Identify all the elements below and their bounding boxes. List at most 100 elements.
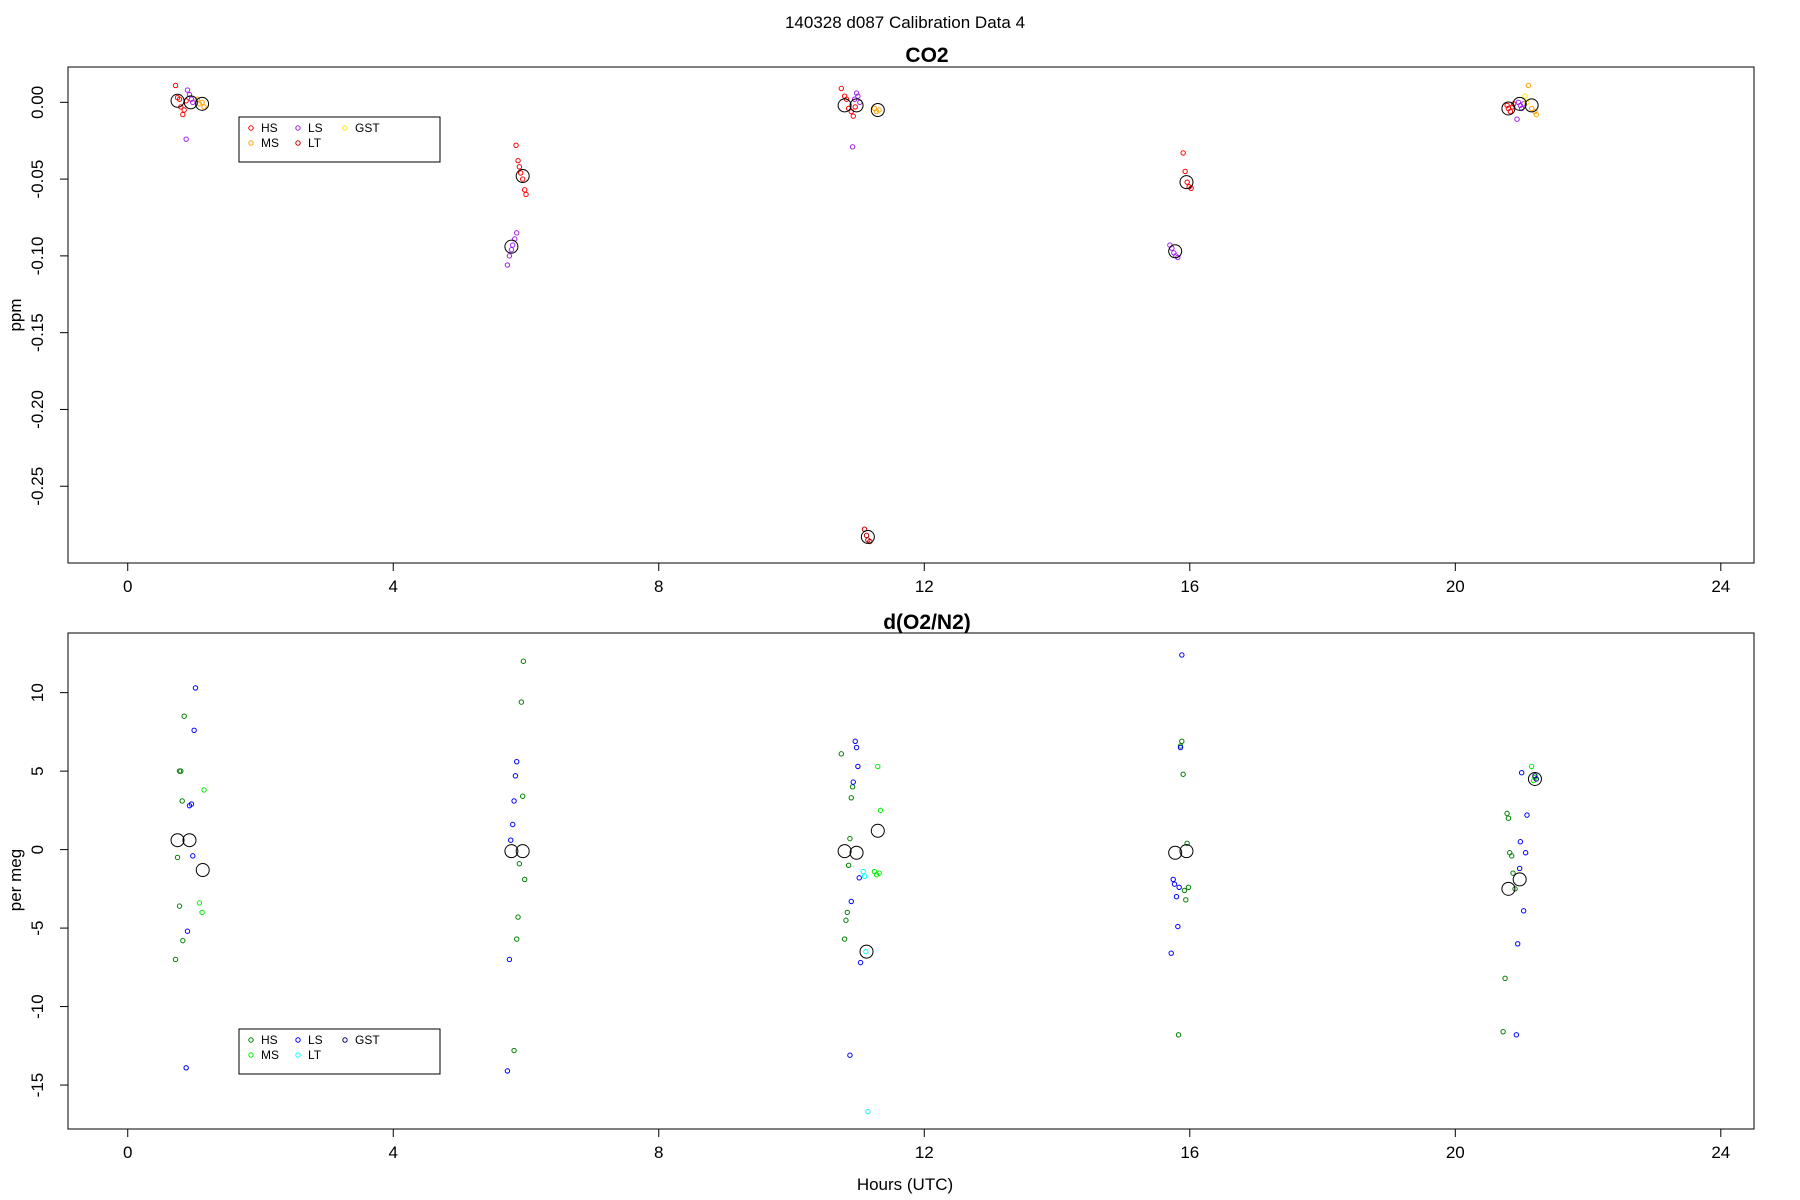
co2-point-hs (1507, 108, 1514, 115)
co2-point-ms (201, 104, 207, 110)
co2-mean-marker (1168, 244, 1183, 259)
o2n2-y-tick-label: -15 (28, 1073, 47, 1098)
co2-legend-marker (295, 125, 301, 131)
o2n2-mean-marker (849, 845, 864, 860)
o2n2-legend-marker (248, 1052, 254, 1058)
co2-point-hs (172, 82, 179, 89)
o2n2-point-hs (1500, 1028, 1506, 1035)
o2n2-point-ls (512, 773, 519, 779)
o2n2-point-hs (178, 768, 184, 774)
co2-legend-label: MS (261, 136, 279, 150)
co2-x-tick-label: 8 (654, 577, 663, 596)
co2-point-ls (855, 93, 861, 99)
co2-mean-marker (860, 529, 875, 544)
co2-y-tick-label: -0.20 (28, 390, 47, 429)
o2n2-y-axis-label: per meg (6, 849, 25, 911)
o2n2-point-ls (1513, 1032, 1520, 1038)
co2-point-hs (519, 176, 526, 182)
o2n2-point-hs (516, 861, 523, 867)
o2n2-x-axis: 0 4 8 12 16 20 24 (123, 1128, 1730, 1162)
o2n2-point-hs (849, 784, 856, 790)
o2n2-point-hs (1502, 975, 1508, 982)
o2n2-point-ls (188, 801, 195, 807)
o2n2-mean-marker (870, 823, 885, 838)
co2-point-ms (873, 108, 880, 115)
o2n2-x-tick-label: 16 (1180, 1143, 1199, 1162)
o2n2-mean-marker (1179, 844, 1194, 859)
o2n2-point-hs (172, 956, 179, 963)
co2-point-ls (1514, 116, 1520, 122)
o2n2-point-ls (190, 853, 196, 859)
o2n2-point-ls (1179, 652, 1185, 658)
o2n2-point-hs (514, 936, 520, 942)
o2n2-y-tick-label: -5 (28, 921, 47, 936)
o2n2-mean-marker (1512, 872, 1527, 887)
o2n2-point-hs (845, 862, 852, 869)
o2n2-point-ls (1524, 812, 1530, 818)
co2-mean-marker (1524, 98, 1539, 113)
o2n2-y-tick-label: 5 (28, 766, 47, 775)
o2n2-point-ls (511, 798, 517, 804)
o2n2-point-hs (180, 937, 186, 944)
co2-point-hs (180, 111, 186, 118)
o2n2-point-ls (1518, 769, 1525, 776)
co2-point-hs (852, 104, 858, 110)
o2n2-point-ls (1514, 941, 1521, 947)
o2n2-point-ls (192, 685, 199, 691)
o2n2-point-ms (201, 787, 207, 793)
co2-point-hs (516, 164, 523, 170)
o2n2-mean-marker (1501, 881, 1516, 896)
o2n2-point-ls (847, 1052, 853, 1058)
o2n2-point-hs (1183, 897, 1189, 903)
o2n2-y-tick-label: 10 (28, 683, 47, 702)
co2-y-tick-label: -0.10 (28, 237, 47, 276)
co2-point-lt (863, 532, 870, 539)
o2n2-point-ms (877, 807, 884, 814)
o2n2-legend-label: LS (308, 1033, 323, 1047)
co2-legend-marker (248, 125, 254, 131)
o2n2-point-gst (1533, 776, 1539, 782)
co2-y-axis: 0.00 -0.05 -0.10 -0.15 -0.20 -0.25 (28, 86, 69, 506)
co2-x-axis: 0 4 8 12 16 20 24 (123, 562, 1730, 596)
o2n2-legend-label: GST (355, 1033, 380, 1047)
co2-mean-marker (849, 98, 864, 113)
o2n2-point-ls (1517, 839, 1524, 845)
co2-point-ls (514, 230, 520, 236)
o2n2-point-ls (1520, 908, 1527, 914)
co2-point-ls (188, 96, 195, 102)
o2n2-point-hs (176, 903, 183, 909)
o2n2-point-hs (1180, 771, 1186, 777)
co2-x-tick-label: 0 (123, 577, 132, 596)
o2n2-point-hs (521, 876, 528, 883)
co2-x-tick-label: 20 (1446, 577, 1465, 596)
co2-mean-marker (195, 96, 210, 111)
o2n2-point-hs (1181, 887, 1188, 894)
co2-x-tick-label: 12 (915, 577, 934, 596)
o2n2-point-ls (504, 1068, 511, 1074)
o2n2-legend-box (238, 1028, 441, 1075)
co2-legend-marker (248, 140, 254, 146)
co2-x-tick-label: 16 (1180, 577, 1199, 596)
o2n2-point-ls (1173, 893, 1180, 900)
o2n2-point-ms (1530, 777, 1537, 784)
o2n2-legend-label: HS (261, 1033, 278, 1047)
o2n2-point-ls (855, 763, 861, 770)
co2-point-ls (184, 87, 191, 93)
o2n2-point-ls (183, 1065, 189, 1071)
co2-point-ms (199, 99, 205, 106)
co2-mean-marker (870, 102, 885, 117)
o2n2-point-hs (838, 751, 845, 757)
co2-point-hs (515, 157, 521, 164)
o2n2-point-ls (850, 779, 856, 785)
o2n2-x-tick-label: 20 (1446, 1143, 1465, 1162)
page-title: 140328 d087 Calibration Data 4 (785, 13, 1025, 32)
o2n2-point-lt (865, 1109, 871, 1115)
o2n2-point-hs (518, 699, 525, 705)
co2-y-tick-label: -0.25 (28, 467, 47, 506)
o2n2-point-ms (196, 900, 203, 906)
o2n2-point-hs (515, 914, 521, 920)
o2n2-legend-label: LT (308, 1048, 322, 1062)
co2-mean-marker (1512, 96, 1527, 111)
co2-point-hs (838, 85, 845, 92)
